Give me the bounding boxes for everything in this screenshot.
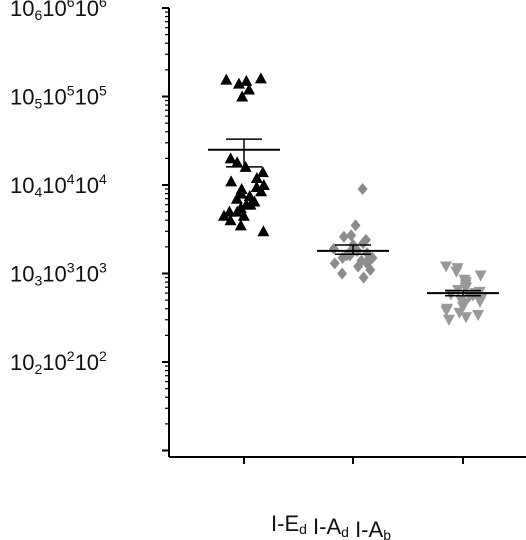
data-point — [243, 83, 256, 95]
data-point — [257, 225, 270, 237]
data-point — [346, 229, 357, 242]
data-point — [240, 74, 253, 86]
data-point — [244, 198, 257, 210]
y-tick-label: 102102102 — [10, 348, 107, 377]
data-point — [250, 171, 263, 183]
data-points — [218, 72, 488, 326]
category-labels: I-Ed I-Ad I-Ab — [271, 511, 391, 540]
data-point — [440, 305, 453, 317]
data-point — [353, 260, 364, 273]
data-point — [463, 291, 476, 303]
data-point — [357, 183, 368, 196]
data-point — [358, 271, 369, 284]
data-point — [237, 209, 250, 221]
y-tick-label: 106106106 — [10, 0, 107, 23]
data-point — [456, 301, 469, 313]
data-point — [224, 214, 237, 226]
data-point — [231, 156, 244, 168]
data-point — [243, 190, 256, 202]
data-point — [453, 307, 466, 319]
data-point — [218, 209, 231, 221]
mean-sem-bars — [208, 138, 499, 297]
data-point — [329, 257, 340, 270]
data-point — [338, 230, 349, 243]
y-tick-label: 103103103 — [10, 260, 107, 289]
y-tick-label: 105105105 — [10, 83, 107, 112]
y-tick-label: 104104104 — [10, 171, 107, 200]
data-point — [474, 296, 487, 308]
data-point — [472, 309, 485, 321]
data-point — [350, 219, 361, 232]
data-point — [358, 237, 369, 250]
y-axis — [162, 7, 170, 457]
data-point — [236, 90, 249, 102]
data-point — [365, 263, 376, 276]
data-point — [223, 205, 236, 217]
data-point — [474, 270, 487, 282]
data-point — [231, 205, 244, 217]
data-point — [256, 166, 269, 178]
data-point — [225, 175, 238, 187]
data-point — [460, 312, 473, 324]
y-tick-labels: 106106106 105105105 104104104 103103103 1021… — [10, 0, 107, 377]
data-point — [450, 266, 463, 278]
data-point — [232, 77, 245, 89]
data-point — [220, 73, 233, 85]
data-point — [254, 72, 267, 84]
x-axis — [169, 456, 526, 464]
data-point — [337, 267, 348, 280]
data-point — [255, 185, 268, 197]
data-point — [439, 261, 452, 273]
data-point — [442, 314, 455, 326]
data-point — [224, 152, 237, 164]
data-point — [230, 192, 243, 204]
data-point — [234, 219, 247, 231]
